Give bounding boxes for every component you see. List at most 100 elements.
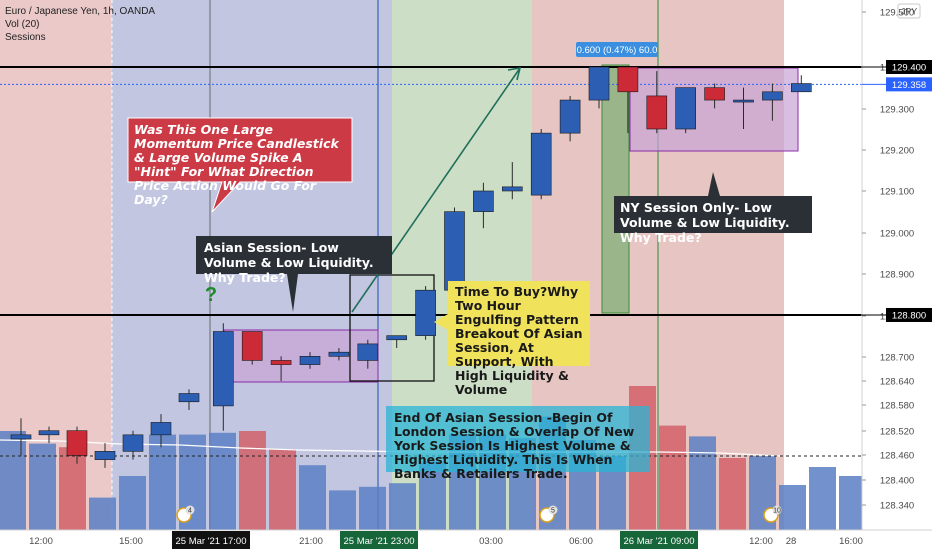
legend: Euro / Japanese Yen, 1h, OANDA Vol (20) … (5, 6, 155, 43)
candle-body (530, 132, 552, 196)
note-ny: NY Session Only- Low Volume & Low Liquidi… (614, 172, 812, 245)
time-axis-ticks: 12:00 15:00 21:00 03:00 06:00 12:00 28 16:00 25 … (29, 531, 863, 549)
candle-body (790, 83, 812, 93)
event-badge-icon[interactable]: 4 (176, 505, 195, 523)
candle-body (270, 360, 292, 365)
svg-text:5: 5 (551, 508, 555, 515)
price-tag-1 (886, 77, 932, 92)
candle-body (501, 186, 523, 192)
overlap-highlight-box (601, 64, 630, 314)
volume-bar (59, 447, 86, 530)
currency-badge[interactable]: JPY (897, 3, 921, 19)
note-asian-text: Asian Session- Low Volume & Low Liquidity… (204, 240, 374, 285)
svg-text:10: 10 (773, 508, 781, 515)
candle-body (646, 95, 668, 130)
note-overlap-text: End Of Asian Session -Begin Of London Ses… (393, 410, 635, 481)
volume-legend: Vol (20) (5, 19, 39, 30)
candle-body (386, 335, 408, 341)
sessions-legend: Sessions (5, 32, 46, 43)
note-asian: Asian Session- Low Volume & Low Liquidity… (196, 236, 392, 312)
time-highlight-2 (620, 531, 698, 549)
volume-bar (359, 486, 386, 530)
candlesticks (10, 66, 812, 468)
time-tick-label: 15:00 (119, 536, 143, 547)
time-highlight-1 (340, 531, 418, 549)
time-highlight-label: 25 Mar '21 23:00 (344, 536, 415, 547)
volume-bar (239, 431, 266, 530)
price-tick-label: 128.400 (880, 476, 914, 487)
volume-bar (209, 432, 236, 530)
candle-body (178, 393, 200, 403)
volume-bar (269, 449, 296, 530)
price-tag-label: 129.358 (892, 80, 926, 91)
svg-text:4: 4 (188, 508, 192, 515)
price-tick-label: 128.900 (880, 270, 914, 281)
time-tick-label: 06:00 (569, 536, 593, 547)
price-tick-label: 129.100 (880, 187, 914, 198)
candle-body (150, 422, 172, 436)
candle-body (94, 451, 116, 460)
event-badge-icon[interactable]: 5 (539, 505, 558, 523)
candle-body (328, 351, 350, 357)
price-tick-label: 128.580 (880, 401, 914, 412)
symbol-title: Euro / Japanese Yen, 1h, OANDA (5, 6, 155, 17)
price-tick-label: 128.520 (880, 427, 914, 438)
volume-bar (389, 483, 416, 530)
time-highlight-0 (172, 531, 250, 549)
price-tag-2 (886, 307, 932, 322)
currency-badge-text: JPY (901, 7, 918, 17)
time-highlight-label: 26 Mar '21 09:00 (624, 536, 695, 547)
candle-body (617, 66, 639, 93)
candle-body (473, 190, 494, 212)
candle-body (762, 91, 783, 101)
event-badges[interactable]: 4 5 10 (176, 505, 782, 523)
time-tick-label: 21:00 (299, 536, 323, 547)
candle-body (10, 434, 32, 440)
price-tick-label: 129.500 (880, 8, 914, 19)
question-mark: ? (205, 284, 217, 306)
price-tag-0 (886, 60, 932, 74)
candle-body (704, 87, 725, 101)
price-tick-label: 129.200 (880, 146, 914, 157)
volume-bar (29, 443, 56, 530)
candle-body (66, 430, 88, 456)
volume-bar (419, 461, 446, 530)
candle-body (122, 434, 144, 452)
volume-bar (809, 467, 836, 530)
volume-bar (689, 436, 716, 530)
volume-bar (719, 458, 746, 530)
candle-body (299, 356, 321, 365)
candle-body (733, 99, 754, 103)
candle-body (415, 289, 436, 336)
candle-body (675, 87, 697, 130)
volume-bar (299, 465, 326, 530)
price-tick-label: 128.460 (880, 451, 914, 462)
price-tag-label: 129.400 (892, 63, 926, 74)
measure-label: 0.600 (0.47%) 60.0 (576, 42, 658, 57)
price-axis-tags: 129.400 129.358 128.800 (862, 60, 932, 322)
price-axis-bg[interactable] (862, 0, 932, 550)
candle-body (241, 331, 263, 361)
candle-body (213, 331, 234, 407)
price-tag-label: 128.800 (892, 310, 926, 321)
time-tick-label: 03:00 (479, 536, 503, 547)
time-tick-label: 16:00 (839, 536, 863, 547)
price-tick-label: 128.340 (880, 501, 914, 512)
candle-body (559, 99, 581, 134)
note-momentum-text: Was This One Large Momentum Price Candles… (134, 122, 339, 207)
volume-bar (329, 490, 356, 530)
measure-label-text: 0.600 (0.47%) 60.0 (577, 45, 658, 56)
volume-bar (89, 497, 116, 530)
volume-bar (0, 431, 26, 530)
note-buy-text: Time To Buy?Why Two Hour Engulfing Pattern… (455, 284, 583, 397)
volume-bar (149, 434, 176, 530)
candle-body (38, 430, 60, 436)
price-tick-label: 129.300 (880, 105, 914, 116)
time-tick-label: 12:00 (29, 536, 53, 547)
candle-body (357, 343, 379, 361)
time-highlight-label: 25 Mar '21 17:00 (176, 536, 247, 547)
volume-bar (659, 425, 686, 530)
price-tick-label: 128.700 (880, 353, 914, 364)
event-badge-icon[interactable]: 10 (763, 505, 782, 523)
